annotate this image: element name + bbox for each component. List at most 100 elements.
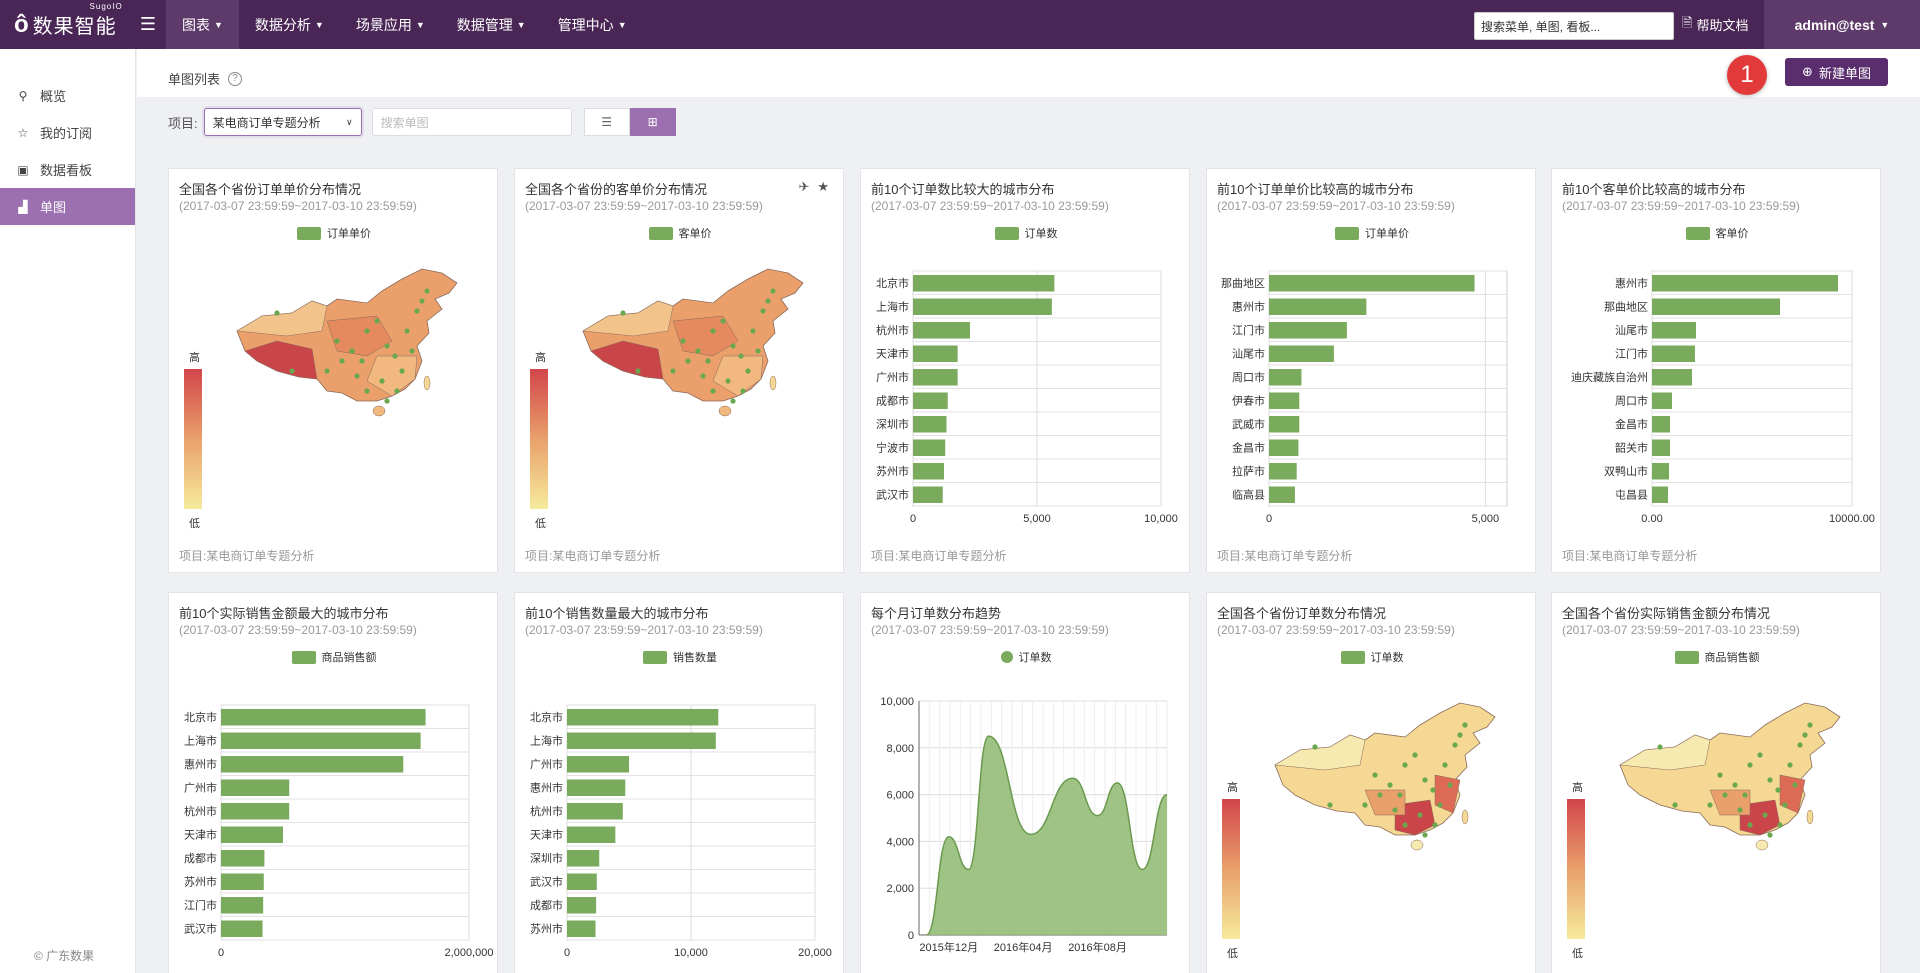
bar[interactable] <box>567 873 597 891</box>
map-island[interactable] <box>1461 809 1469 825</box>
bar[interactable] <box>221 873 264 891</box>
chart-card[interactable]: 全国各个省份实际销售金额分布情况 (2017-03-07 23:59:59~201… <box>1551 592 1881 973</box>
map-city-point[interactable] <box>1737 807 1743 813</box>
visual-map-gradient[interactable] <box>184 369 202 509</box>
grid-view-button[interactable]: ⊞ <box>629 108 676 136</box>
user-menu[interactable]: admin@test ▼ <box>1764 0 1920 49</box>
map-city-point[interactable] <box>755 348 761 354</box>
chart-legend[interactable]: 商品销售额 <box>1552 649 1882 665</box>
chart-canvas[interactable]: 0 10,000 20,000 北京市上海市广州市惠州市杭州市天津市深圳市武汉市成都市… <box>515 695 845 973</box>
bar[interactable] <box>913 392 948 410</box>
map-city-point[interactable] <box>680 338 686 344</box>
map-city-point[interactable] <box>1787 762 1793 768</box>
map-city-point[interactable] <box>392 353 398 359</box>
map-city-point[interactable] <box>730 343 736 349</box>
map-city-point[interactable] <box>1417 812 1423 818</box>
map-region[interactable] <box>1274 734 1366 771</box>
map-city-point[interactable] <box>685 358 691 364</box>
bar[interactable] <box>1652 486 1668 504</box>
chart-canvas[interactable] <box>545 255 875 455</box>
bar[interactable] <box>1269 439 1299 457</box>
chart-card[interactable]: 全国各个省份订单单价分布情况 (2017-03-07 23:59:59~2017-… <box>168 168 498 573</box>
chart-card-title[interactable]: 前10个实际销售金额最大的城市分布 <box>179 606 389 621</box>
nav-data-management[interactable]: 数据管理 ▼ <box>456 16 526 33</box>
chart-legend[interactable]: 客单价 <box>1552 225 1882 241</box>
bar[interactable] <box>1652 392 1672 410</box>
map-city-point[interactable] <box>1387 782 1393 788</box>
map-city-point[interactable] <box>354 373 360 379</box>
area-line[interactable] <box>925 735 1168 936</box>
map-city-point[interactable] <box>1402 822 1408 828</box>
map-city-point[interactable] <box>1430 787 1436 793</box>
star-icon[interactable]: ★ <box>817 179 829 194</box>
bar[interactable] <box>221 897 264 914</box>
map-city-point[interactable] <box>765 298 771 304</box>
map-city-point[interactable] <box>334 338 340 344</box>
map-city-point[interactable] <box>1422 832 1428 838</box>
bar[interactable] <box>1269 298 1367 316</box>
chart-legend[interactable]: 订单单价 <box>169 225 499 241</box>
chart-search-input[interactable]: 搜索单图 <box>371 108 572 136</box>
bar[interactable] <box>1652 275 1838 292</box>
map-island[interactable] <box>1410 839 1424 851</box>
map-city-point[interactable] <box>1767 832 1773 838</box>
area-fill[interactable] <box>926 736 1167 935</box>
map-city-point[interactable] <box>725 378 731 384</box>
bar[interactable] <box>221 920 263 938</box>
bar[interactable] <box>567 779 626 797</box>
map-city-point[interactable] <box>738 353 744 359</box>
map-city-point[interactable] <box>700 373 706 379</box>
chart-card-title[interactable]: 全国各个省份订单数分布情况 <box>1217 606 1387 621</box>
map-region[interactable] <box>244 340 318 380</box>
new-chart-button[interactable]: ⊕ 新建单图 <box>1785 58 1888 86</box>
bar[interactable] <box>567 897 597 914</box>
visual-map-gradient[interactable] <box>530 369 548 509</box>
chart-legend[interactable]: 订单单价 <box>1207 225 1537 241</box>
chart-card[interactable]: 全国各个省份订单数分布情况 (2017-03-07 23:59:59~2017-0… <box>1206 592 1536 973</box>
map-city-point[interactable] <box>289 368 295 374</box>
map-city-point[interactable] <box>364 328 370 334</box>
chart-canvas[interactable]: 0 5,000 10,000 北京市上海市杭州市天津市广州市成都市深圳市宁波市苏州市武… <box>861 261 1191 561</box>
map-region[interactable] <box>236 300 328 337</box>
map-city-point[interactable] <box>1312 744 1318 750</box>
bar[interactable] <box>221 826 283 844</box>
logo[interactable]: ô 数果智能 SugoIO <box>0 0 130 49</box>
nav-scenarios[interactable]: 场景应用 ▼ <box>355 16 425 33</box>
map-city-point[interactable] <box>1782 802 1788 808</box>
map-city-point[interactable] <box>720 318 726 324</box>
map-city-point[interactable] <box>1807 722 1813 728</box>
map-city-point[interactable] <box>1775 787 1781 793</box>
map-city-point[interactable] <box>1432 822 1438 828</box>
bar[interactable] <box>221 732 421 750</box>
map-city-point[interactable] <box>394 388 400 394</box>
map-region[interactable] <box>366 355 418 397</box>
bar[interactable] <box>221 779 290 797</box>
visual-map-gradient[interactable] <box>1222 799 1240 939</box>
chart-card[interactable]: 前10个销售数量最大的城市分布 (2017-03-07 23:59:59~2017… <box>514 592 844 973</box>
map-city-point[interactable] <box>359 358 365 364</box>
chart-canvas[interactable]: 0 2,000 4,000 6,000 8,000 10,000 2015年12月 2016年… <box>861 685 1191 973</box>
sidebar-item-dashboards[interactable]: ▣ 数据看板 <box>17 162 93 179</box>
map-city-point[interactable] <box>404 328 410 334</box>
map-region[interactable] <box>590 340 664 380</box>
bar[interactable] <box>913 416 947 433</box>
sidebar-item-overview[interactable]: ⚲ 概览 <box>0 77 135 114</box>
map-city-point[interactable] <box>1412 752 1418 758</box>
map-city-point[interactable] <box>635 368 641 374</box>
chart-legend[interactable]: 销售数量 <box>515 649 845 665</box>
bar[interactable] <box>221 709 426 726</box>
global-search-input[interactable]: 搜索菜单, 单图, 看板... <box>1474 12 1674 40</box>
map-city-point[interactable] <box>1777 822 1783 828</box>
map-city-point[interactable] <box>750 328 756 334</box>
bar[interactable] <box>913 298 1052 316</box>
bar[interactable] <box>221 756 404 773</box>
map-city-point[interactable] <box>710 328 716 334</box>
chart-card-title[interactable]: 全国各个省份的客单价分布情况 <box>525 182 708 197</box>
chart-legend[interactable]: 订单数 <box>1207 649 1537 665</box>
bar[interactable] <box>1652 463 1669 480</box>
chart-legend[interactable]: 商品销售额 <box>169 649 499 665</box>
map-city-point[interactable] <box>1362 802 1368 808</box>
chart-card[interactable]: 前10个订单单价比较高的城市分布 (2017-03-07 23:59:59~201… <box>1206 168 1536 573</box>
map-city-point[interactable] <box>274 310 280 316</box>
